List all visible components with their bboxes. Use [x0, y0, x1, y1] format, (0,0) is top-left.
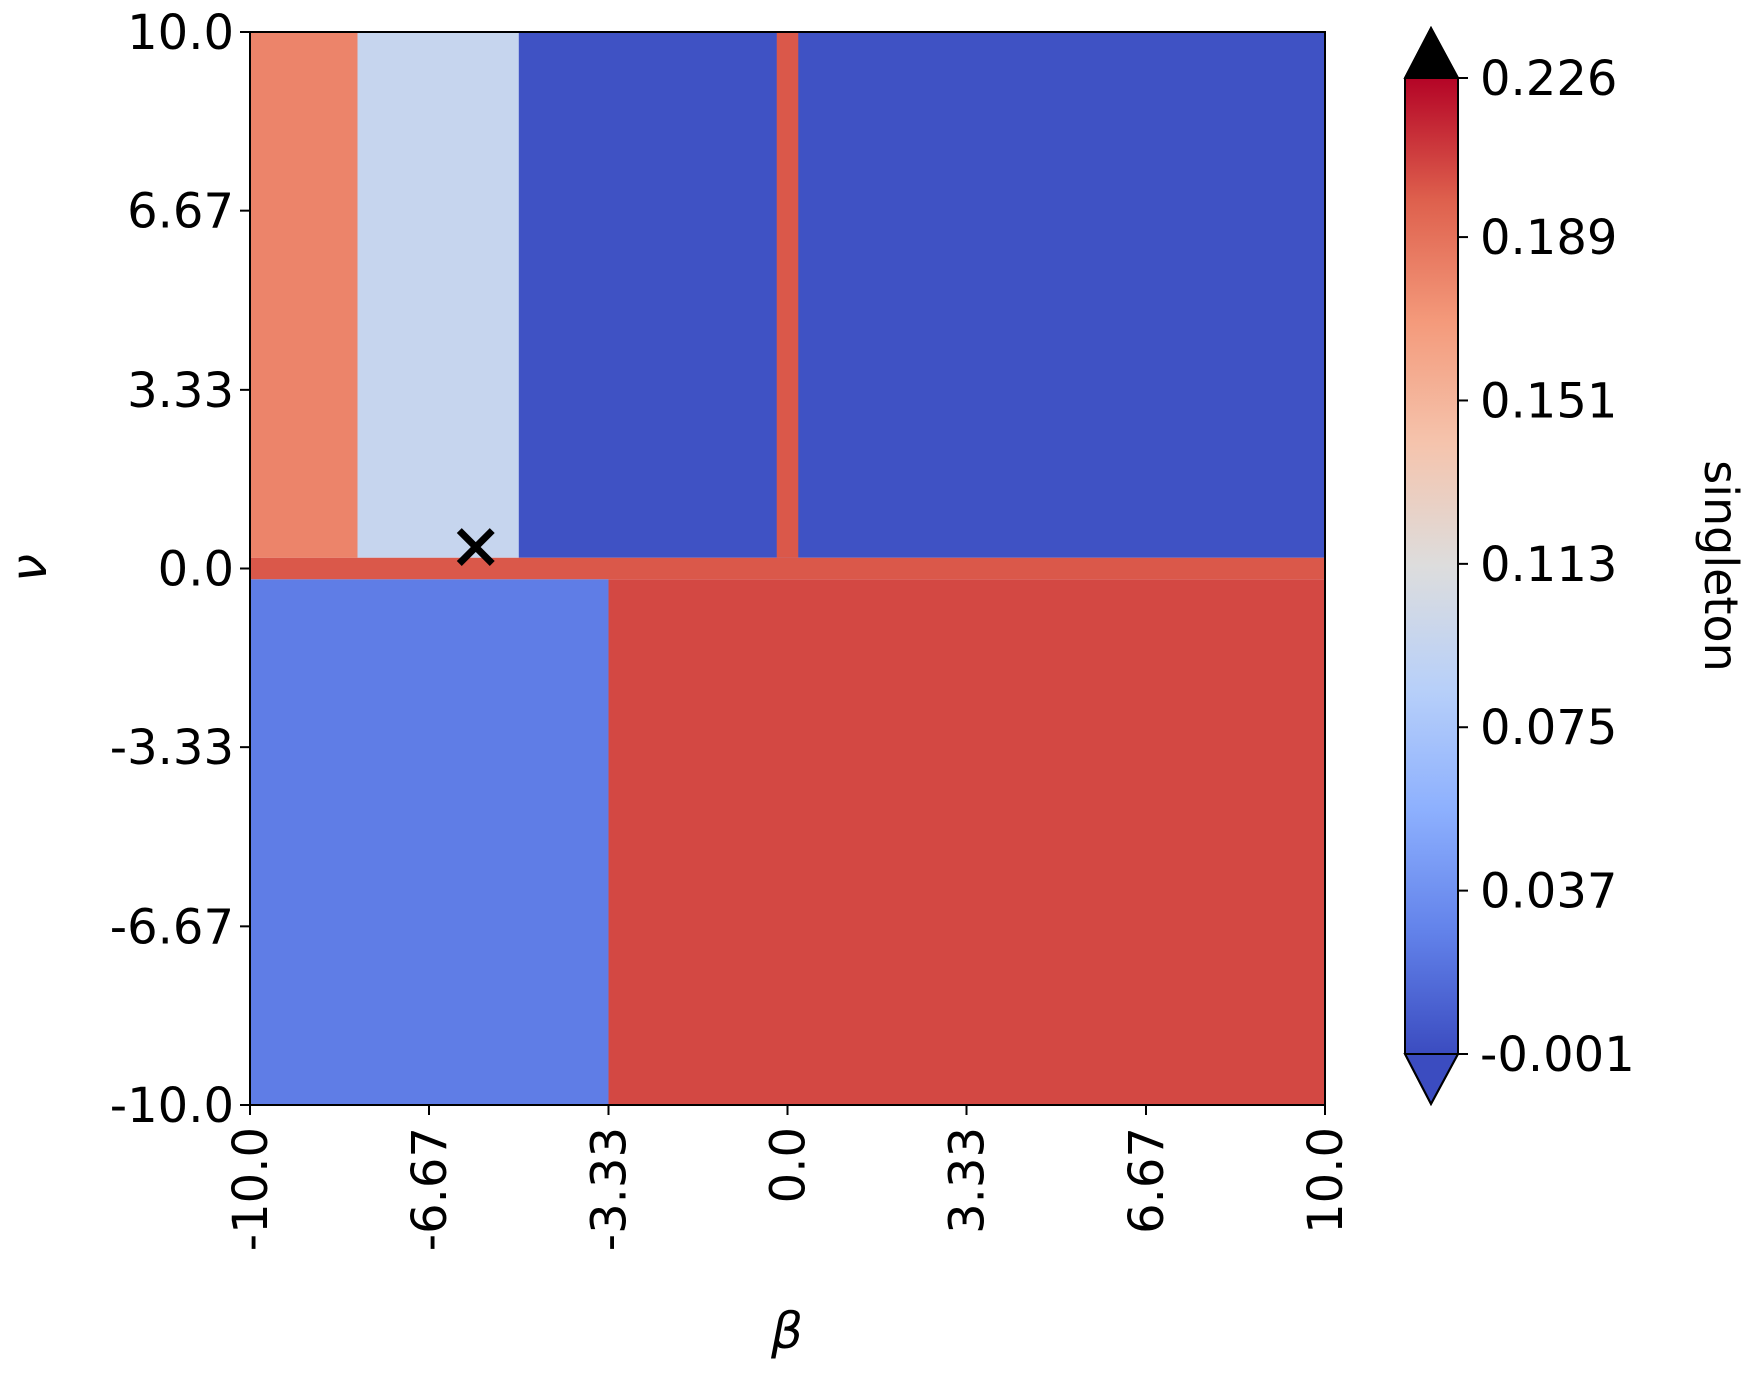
- colorbar-over-extension: [1403, 25, 1460, 79]
- y-tick-label: -3.33: [110, 720, 234, 776]
- x-tick-label: 0.0: [761, 1127, 817, 1203]
- colorbar-tick-label: 0.226: [1480, 51, 1617, 107]
- colorbar-tick-label: 0.075: [1480, 700, 1617, 756]
- heatmap-cells: [250, 32, 1325, 1105]
- colorbar-gradient: [1405, 78, 1458, 1054]
- heatmap-region-upper-left-red: [250, 32, 358, 558]
- heatmap-region-upper-right-blue: [518, 32, 1325, 558]
- x-marker: [456, 528, 495, 566]
- colorbar-ticks: 0.226 0.189 0.151 0.113 0.075 0.037 -0.001: [1458, 51, 1635, 1083]
- y-tick-label: 0.0: [158, 542, 234, 598]
- colorbar-tick-label: 0.037: [1480, 864, 1617, 920]
- x-tick-label: -10.0: [223, 1127, 279, 1251]
- heatmap-region-row-nu-zero: [250, 557, 1325, 580]
- y-tick-label: 10.0: [127, 5, 234, 61]
- colorbar-tick-label: 0.151: [1480, 373, 1617, 429]
- x-tick-label: 10.0: [1298, 1127, 1354, 1234]
- marker-layer: [456, 528, 495, 566]
- colorbar: 0.226 0.189 0.151 0.113 0.075 0.037 -0.001 sin…: [1403, 25, 1748, 1107]
- x-tick-label: 3.33: [939, 1127, 995, 1234]
- colorbar-title: singleton: [1694, 460, 1748, 672]
- colorbar-tick-label: 0.113: [1480, 537, 1617, 593]
- y-tick-label: 6.67: [127, 184, 234, 240]
- y-axis-title: ν: [0, 554, 58, 582]
- heatmap-region-lower-left-blue: [250, 579, 609, 1105]
- y-tick-label: 3.33: [127, 363, 234, 419]
- y-tick-label: -6.67: [110, 899, 234, 955]
- colorbar-tick-label: -0.001: [1480, 1027, 1635, 1083]
- x-tick-label: 6.67: [1119, 1127, 1175, 1234]
- y-axis: 10.0 6.67 3.33 0.0 -3.33 -6.67 -10.0: [110, 5, 250, 1134]
- colorbar-tick-label: 0.189: [1480, 210, 1617, 266]
- colorbar-under-extension: [1403, 1053, 1460, 1107]
- x-tick-label: -6.67: [402, 1127, 458, 1251]
- x-axis-title: β: [770, 1302, 803, 1360]
- x-tick-label: -3.33: [582, 1127, 638, 1251]
- heatmap-region-upper-left-white-blue: [357, 32, 519, 558]
- x-axis: -10.0 -6.67 -3.33 0.0 3.33 6.67 10.0: [223, 1105, 1354, 1251]
- heatmap-region-lower-right-red: [608, 579, 1325, 1105]
- heatmap-region-column-beta-zero: [776, 32, 799, 558]
- y-tick-label: -10.0: [110, 1078, 234, 1134]
